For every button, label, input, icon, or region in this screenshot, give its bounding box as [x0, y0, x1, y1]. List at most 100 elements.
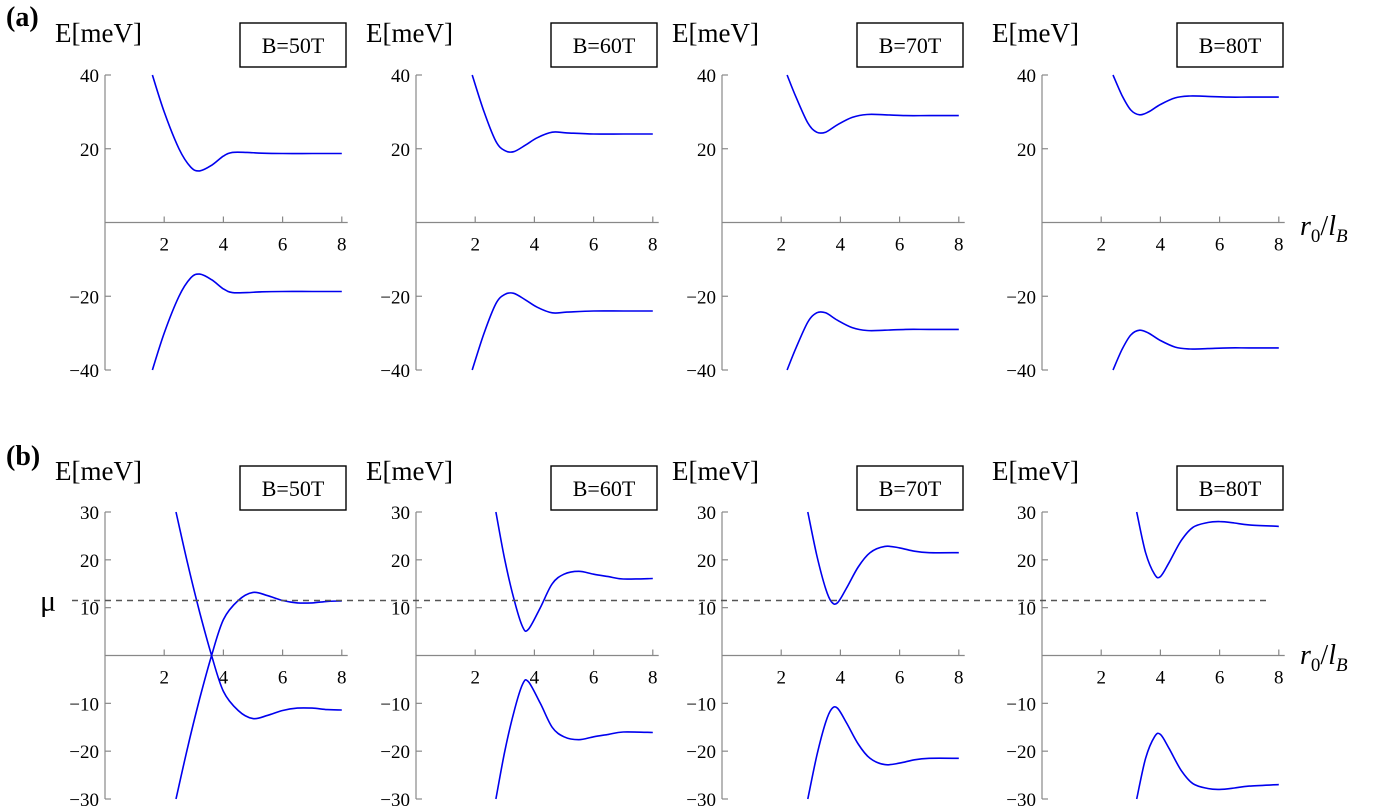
energy-branch-lower: [807, 706, 959, 800]
y-axis-label: E[meV]: [672, 456, 759, 486]
chemical-potential-label: μ: [40, 584, 56, 617]
y-axis-label: E[meV]: [366, 18, 453, 48]
x-tick-label: 2: [159, 235, 169, 256]
x-tick-label: 4: [530, 235, 540, 256]
x-tick-label: 8: [337, 668, 347, 689]
x-axis-label-b: r0/lB: [1300, 640, 1348, 676]
y-tick-label: 30: [391, 503, 410, 524]
y-tick-label: −20: [1006, 742, 1036, 763]
y-tick-label: −30: [1006, 790, 1036, 806]
field-label: B=70T: [879, 33, 942, 58]
y-tick-label: 20: [1017, 551, 1036, 572]
y-tick-label: 30: [80, 503, 99, 524]
y-tick-label: −20: [380, 742, 410, 763]
field-label-box: [1176, 22, 1284, 68]
field-label-box: [1176, 465, 1284, 511]
y-tick-label: 30: [1017, 503, 1036, 524]
plots-group: −40 −20 20 40 2 4 6 8 E[meV] B=50T −40 −20 20 40 2 4 6 8 E…: [55, 18, 1285, 806]
field-label: B=80T: [1199, 33, 1262, 58]
y-tick-label: −10: [69, 694, 99, 715]
y-tick-label: 20: [697, 140, 716, 161]
energy-branch-lower: [495, 678, 653, 800]
panel-label-b: (b): [6, 441, 40, 472]
field-label: B=60T: [573, 33, 636, 58]
y-tick-label: −20: [1006, 287, 1036, 308]
field-label: B=50T: [262, 33, 325, 58]
y-tick-label: 20: [1017, 140, 1036, 161]
x-tick-label: 2: [1096, 668, 1106, 689]
x-tick-label: 4: [836, 235, 846, 256]
field-label-box: [856, 465, 964, 511]
x-tick-label: 2: [159, 668, 169, 689]
y-tick-label: 40: [697, 66, 716, 87]
x-tick-label: 4: [219, 668, 229, 689]
x-tick-label: 4: [219, 235, 229, 256]
y-tick-label: −30: [686, 790, 716, 806]
y-tick-label: −20: [69, 287, 99, 308]
y-tick-label: 20: [697, 551, 716, 572]
y-tick-label: 20: [80, 140, 99, 161]
x-tick-label: 8: [648, 235, 658, 256]
y-tick-label: 40: [80, 66, 99, 87]
y-axis-label: E[meV]: [992, 456, 1079, 486]
energy-branch-lower: [175, 591, 342, 800]
x-tick-label: 6: [278, 235, 288, 256]
x-tick-label: 2: [776, 668, 786, 689]
x-tick-label: 6: [1215, 235, 1225, 256]
field-label-box: [550, 22, 658, 68]
energy-branch-upper: [807, 511, 959, 605]
x-tick-label: 2: [470, 235, 480, 256]
x-tick-label: 8: [648, 668, 658, 689]
x-tick-label: 4: [836, 668, 846, 689]
energy-branch-upper: [1112, 74, 1279, 116]
y-tick-label: −20: [686, 287, 716, 308]
y-axis-label: E[meV]: [55, 18, 142, 48]
y-axis-label: E[meV]: [366, 456, 453, 486]
y-tick-label: −10: [380, 694, 410, 715]
y-tick-label: 20: [391, 551, 410, 572]
x-tick-label: 6: [895, 668, 905, 689]
energy-branch-upper: [175, 511, 342, 720]
x-tick-label: 2: [1096, 235, 1106, 256]
energy-branch-upper: [471, 74, 653, 153]
y-tick-label: 10: [80, 599, 99, 620]
field-label-box: [239, 465, 347, 511]
y-tick-label: −10: [686, 694, 716, 715]
x-tick-label: 8: [954, 668, 964, 689]
y-tick-label: −20: [69, 742, 99, 763]
x-tick-label: 8: [1274, 235, 1284, 256]
y-tick-label: 10: [391, 599, 410, 620]
y-tick-label: 30: [697, 503, 716, 524]
energy-branch-upper: [495, 511, 653, 633]
y-tick-label: 20: [80, 551, 99, 572]
field-label-box: [856, 22, 964, 68]
x-tick-label: 4: [1156, 235, 1166, 256]
y-tick-label: −30: [69, 790, 99, 806]
energy-branch-lower: [1135, 732, 1279, 800]
x-tick-label: 6: [895, 235, 905, 256]
y-axis-label: E[meV]: [55, 456, 142, 486]
x-tick-label: 2: [776, 235, 786, 256]
energy-branch-lower: [151, 273, 342, 371]
y-axis-label: E[meV]: [672, 18, 759, 48]
energy-branch-lower: [1112, 329, 1279, 371]
y-tick-label: −10: [1006, 694, 1036, 715]
field-label: B=60T: [573, 476, 636, 501]
y-tick-label: 40: [1017, 66, 1036, 87]
x-tick-label: 6: [589, 235, 599, 256]
x-tick-label: 8: [337, 235, 347, 256]
y-tick-label: −30: [380, 790, 410, 806]
y-tick-label: −40: [686, 361, 716, 382]
x-tick-label: 8: [954, 235, 964, 256]
y-tick-label: −40: [1006, 361, 1036, 382]
field-label: B=50T: [262, 476, 325, 501]
field-label: B=70T: [879, 476, 942, 501]
y-tick-label: −20: [686, 742, 716, 763]
y-tick-label: 20: [391, 140, 410, 161]
panel-label-a: (a): [6, 2, 39, 33]
field-label-box: [239, 22, 347, 68]
y-tick-label: −20: [380, 287, 410, 308]
energy-branch-upper: [151, 74, 342, 172]
energy-branch-upper: [786, 74, 959, 135]
